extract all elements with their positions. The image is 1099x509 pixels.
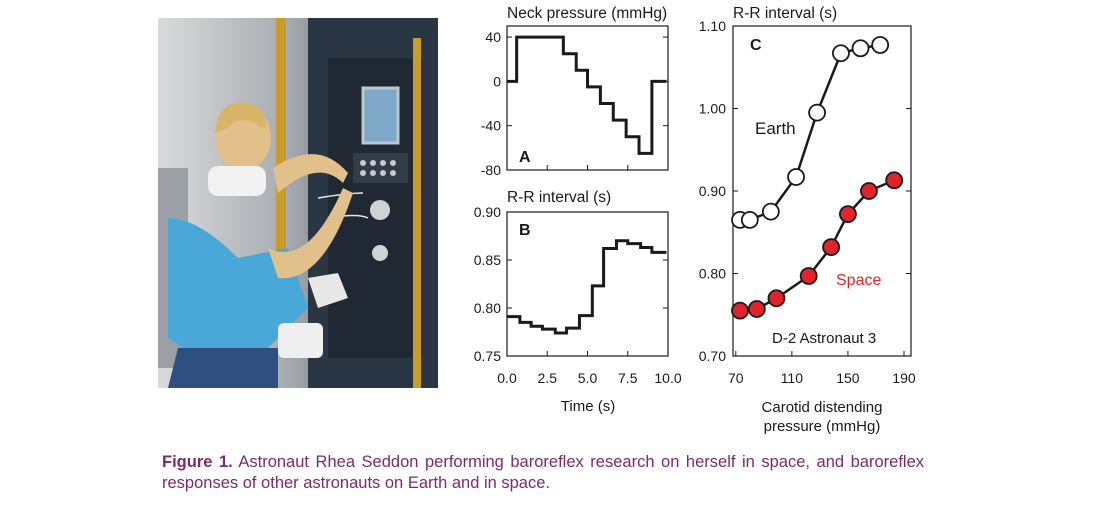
panel-a: 40 0 -40 -80 Neck pressure (mmHg) A <box>481 5 669 178</box>
panel-a-label: A <box>519 149 531 166</box>
panel-b-series-line <box>507 239 667 335</box>
panel-c-title: R-R interval (s) <box>733 5 837 22</box>
panel-b: 0.90 0.85 0.80 0.75 0.0 2.5 5.0 7.5 10.0 R-R inte… <box>474 189 682 415</box>
panel-c-ytick-label-2: 0.90 <box>699 183 726 199</box>
panel-c-space-point <box>885 171 904 190</box>
panel-a-title: Neck pressure (mmHg) <box>507 5 667 22</box>
panel-c-space-point <box>799 267 818 285</box>
panel-c-earth-point <box>740 210 759 229</box>
panel-c-xtick-label-2: 150 <box>836 370 860 386</box>
panel-c-earth-point <box>832 44 850 63</box>
panel-b-xtick-label-2: 5.0 <box>578 370 598 386</box>
panel-b-ytick-label-2: 0.80 <box>474 300 501 316</box>
panel-c-xlabel-line1: Carotid distending <box>762 399 883 416</box>
panel-b-ytick-label-0: 0.90 <box>474 204 501 220</box>
panel-c-earth-point <box>871 36 890 54</box>
panel-c-earth-point <box>808 103 826 122</box>
panel-b-ytick-label-1: 0.85 <box>474 252 501 268</box>
panel-b-xtick-label-1: 2.5 <box>538 370 558 386</box>
panel-a-ytick-label-3: -80 <box>481 162 501 178</box>
panel-b-ytick-label-3: 0.75 <box>474 348 501 364</box>
panel-c-earth-label: Earth <box>755 119 796 138</box>
panel-c-ytick-label-0: 1.10 <box>699 18 726 34</box>
panel-c-ytick-label-1: 1.00 <box>699 101 726 117</box>
panel-c-label: C <box>750 37 762 54</box>
panel-a-ytick-label-0: 40 <box>485 29 501 45</box>
panel-c-space-point <box>767 289 786 308</box>
panel-c-earth-point <box>787 168 805 186</box>
astronaut-photo <box>158 18 438 388</box>
panel-c-ytick-label-3: 0.80 <box>699 266 726 282</box>
panel-c-space-point <box>731 301 749 320</box>
panel-c-space-line <box>739 179 895 312</box>
panel-a-frame <box>506 25 669 171</box>
panel-b-title: R-R interval (s) <box>507 189 611 206</box>
panel-c-annotation: D-2 Astronaut 3 <box>772 330 876 347</box>
panel-b-xtick-label-4: 10.0 <box>654 370 681 386</box>
figure-caption: Figure 1. Astronaut Rhea Seddon performi… <box>162 452 924 494</box>
panel-c-space-label: Space <box>836 272 881 289</box>
panel-c-space-point <box>747 300 766 318</box>
panel-b-frame <box>506 211 669 357</box>
panel-c-ytick-label-4: 0.70 <box>699 348 726 364</box>
panel-c-xlabel-line2: pressure (mmHg) <box>764 418 881 435</box>
panel-c-xtick-label-0: 70 <box>728 370 744 386</box>
panel-a-series-line <box>507 35 667 155</box>
panel-c-space-point <box>822 238 841 257</box>
panel-c-xtick-label-3: 190 <box>892 370 916 386</box>
panel-c-space-point <box>860 182 878 200</box>
panel-a-ytick-label-1: 0 <box>493 73 501 89</box>
panel-c-earth-point <box>851 39 870 58</box>
panel-c-earth-point <box>761 202 780 221</box>
panel-b-xtick-label-0: 0.0 <box>497 370 517 386</box>
panel-b-xlabel: Time (s) <box>561 398 615 415</box>
caption-text: Astronaut Rhea Seddon performing baroref… <box>162 453 924 492</box>
panel-c-xtick-label-1: 110 <box>781 370 804 386</box>
panel-b-label: B <box>519 222 531 239</box>
panel-a-ytick-label-2: -40 <box>481 118 501 134</box>
panel-b-xtick-label-3: 7.5 <box>618 370 638 386</box>
panel-c-space-point <box>839 205 857 224</box>
caption-label: Figure 1. <box>162 453 233 471</box>
